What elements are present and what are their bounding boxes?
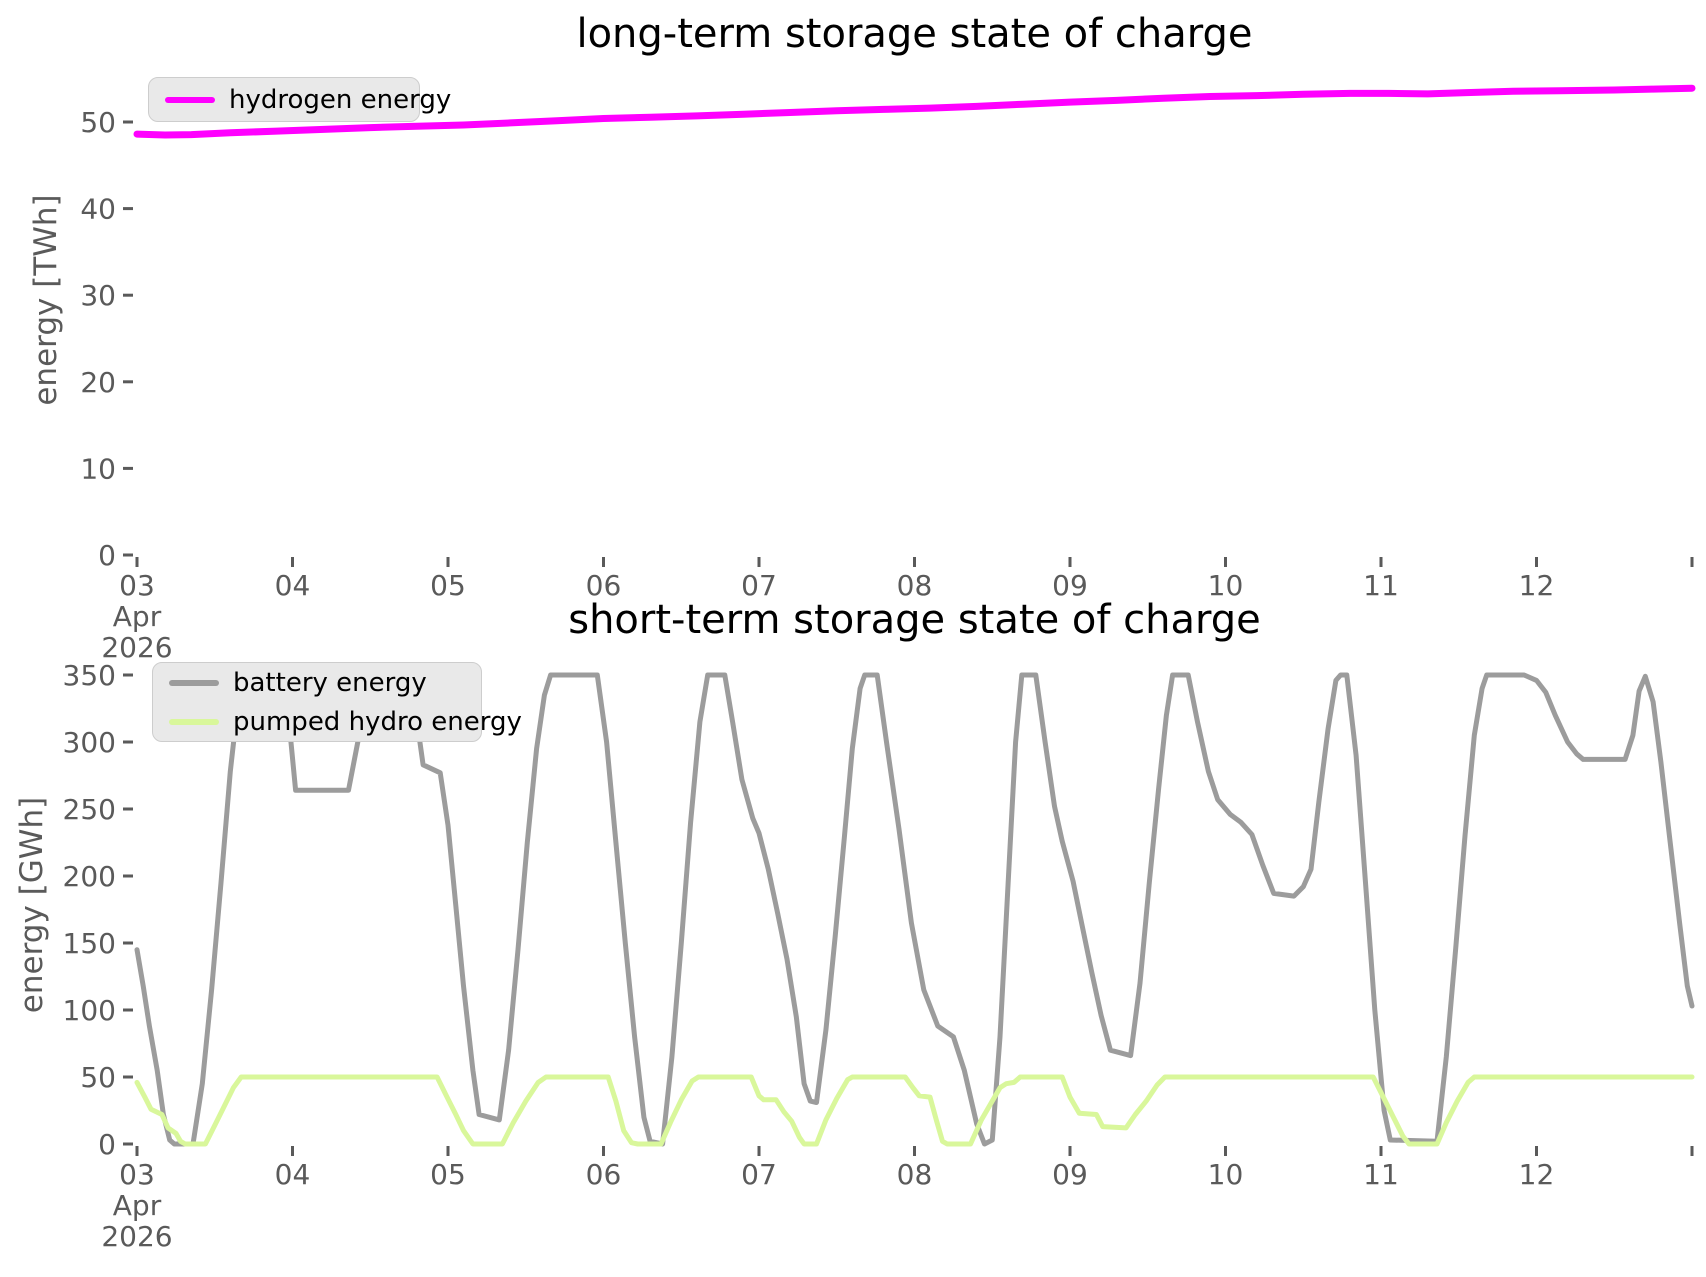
y-tick-label: 250 <box>63 793 116 826</box>
x-tick-label: 11 <box>1363 569 1399 602</box>
legend-label-hydrogen-energy: hydrogen energy <box>229 84 452 115</box>
short-term-chart-title: short-term storage state of charge <box>568 597 1261 643</box>
x-tick-label: 12 <box>1519 569 1555 602</box>
y-tick-label: 350 <box>63 659 116 692</box>
x-tick-label: 06 <box>586 569 622 602</box>
battery-energy-line <box>134 672 1695 1147</box>
legend-label-pumped-hydro-energy: pumped hydro energy <box>233 706 522 737</box>
x-tick-label: 04 <box>275 1158 311 1191</box>
y-tick-label: 40 <box>80 193 116 226</box>
x-tick-label: 08 <box>897 1158 933 1191</box>
x-tick-label: 12 <box>1519 1158 1555 1191</box>
y-tick-label: 0 <box>98 539 116 572</box>
x-tick-label: 03 <box>119 1158 155 1191</box>
y-tick-label: 50 <box>80 106 116 139</box>
x-tick-label: 08 <box>897 569 933 602</box>
x-tick-label: 09 <box>1052 569 1088 602</box>
x-tick-label: 05 <box>430 1158 466 1191</box>
x-tick-label: 10 <box>1208 1158 1244 1191</box>
x-tick-sublabel: Apr <box>113 600 162 633</box>
x-tick-label: 10 <box>1208 569 1244 602</box>
battery-line-swatch <box>169 679 219 686</box>
x-tick-sublabel: 2026 <box>101 631 172 664</box>
hydrogen-energy-line <box>133 84 1696 139</box>
x-tick-label: 11 <box>1363 1158 1399 1191</box>
y-tick-label: 20 <box>80 366 116 399</box>
legend-item-battery-energy: battery energy <box>169 668 465 698</box>
x-tick-label: 03 <box>119 569 155 602</box>
y-tick-label: 30 <box>80 279 116 312</box>
x-tick-sublabel: 2026 <box>101 1220 172 1253</box>
pumped-hydro-line-swatch <box>169 718 219 725</box>
x-tick-label: 06 <box>586 1158 622 1191</box>
x-tick-label: 05 <box>430 569 466 602</box>
x-tick-label: 09 <box>1052 1158 1088 1191</box>
legend-label-battery-energy: battery energy <box>233 667 427 698</box>
long-term-legend: hydrogen energy <box>148 77 451 122</box>
pumped-hydro-energy-line <box>134 1074 1695 1147</box>
x-tick-sublabel: Apr <box>113 1189 162 1222</box>
short-term-legend: battery energy pumped hydro energy <box>152 662 522 742</box>
long-term-chart-title: long-term storage state of charge <box>576 11 1253 57</box>
legend-item-hydrogen-energy: hydrogen energy <box>165 85 451 115</box>
x-tick-label: 04 <box>275 569 311 602</box>
x-tick-label: 07 <box>741 569 777 602</box>
long-term-y-axis-label: energy [TWh] <box>28 194 64 406</box>
y-tick-label: 0 <box>98 1128 116 1161</box>
y-tick-label: 10 <box>80 452 116 485</box>
y-tick-label: 300 <box>63 726 116 759</box>
hydrogen-line-swatch <box>165 96 215 103</box>
y-tick-label: 50 <box>80 1061 116 1094</box>
y-tick-label: 150 <box>63 927 116 960</box>
x-tick-label: 07 <box>741 1158 777 1191</box>
short-term-y-axis-label: energy [GWh] <box>14 796 50 1014</box>
y-tick-label: 100 <box>63 994 116 1027</box>
legend-item-pumped-hydro-energy: pumped hydro energy <box>169 707 522 737</box>
y-tick-label: 200 <box>63 860 116 893</box>
